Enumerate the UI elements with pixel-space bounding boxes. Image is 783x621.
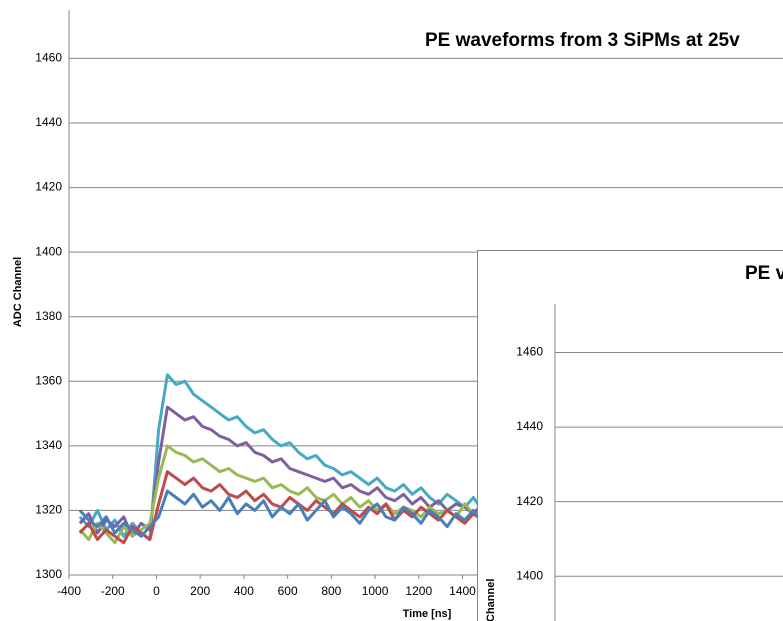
y-tick-label: 1300 — [35, 567, 62, 581]
y-tick-label: 1460 — [35, 51, 62, 65]
series-line — [78, 489, 501, 538]
y-tick-label: 1340 — [35, 438, 62, 452]
series-line — [78, 470, 501, 545]
x-tick-label: 1000 — [362, 584, 389, 598]
y-tick-label: 1400 — [35, 244, 62, 258]
x-tick-label: -200 — [101, 584, 125, 598]
x-tick-label: 1400 — [449, 584, 476, 598]
y-tick-label: 1460 — [516, 345, 543, 359]
chart-title: PE waveforms from 3 SiPMs at 25v — [425, 30, 740, 51]
x-tick-label: 1200 — [405, 584, 432, 598]
y-tick-label: 1360 — [35, 373, 62, 387]
y-axis-label: ADC Channel — [12, 257, 24, 327]
main-chart: 1300 1320 1340 1360 1380 1400 1420 1440 1460 -400… — [12, 10, 783, 620]
x-tick-label: 400 — [234, 584, 254, 598]
chart-frame — [477, 250, 783, 621]
x-tick-label: 0 — [153, 584, 160, 598]
series-line — [78, 444, 501, 545]
y-axis-label: Channel — [485, 579, 497, 621]
y-tick-label: 1400 — [516, 568, 543, 582]
x-tick-label: 200 — [190, 584, 210, 598]
y-tick-label: 1440 — [516, 419, 543, 433]
y-tick-label: 1420 — [35, 180, 62, 194]
x-tick-label: 600 — [278, 584, 298, 598]
y-tick-label: 1440 — [35, 115, 62, 129]
chart-title: PE v — [745, 263, 783, 284]
x-tick-label: -400 — [57, 584, 81, 598]
y-tick-label: 1420 — [516, 494, 543, 508]
y-tick-label: 1320 — [35, 503, 62, 517]
x-axis-label: Time [ns] — [403, 608, 452, 620]
x-tick-label: 800 — [321, 584, 341, 598]
overlay-chart: 1400 1420 1440 1460 PE v Channel — [477, 250, 783, 621]
y-tick-label: 1380 — [35, 309, 62, 323]
